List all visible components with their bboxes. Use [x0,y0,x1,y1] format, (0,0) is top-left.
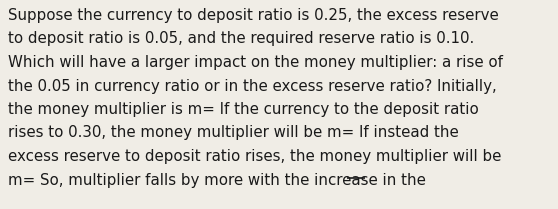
Text: Which will have a larger impact on the money multiplier: a rise of: Which will have a larger impact on the m… [8,55,503,70]
Text: m= So, multiplier falls by more with the increase in the: m= So, multiplier falls by more with the… [8,172,431,187]
Text: the money multiplier is m= If the currency to the deposit ratio: the money multiplier is m= If the curren… [8,102,479,117]
Text: to deposit ratio is 0.05, and the required reserve ratio is 0.10.: to deposit ratio is 0.05, and the requir… [8,32,474,46]
Text: excess reserve to deposit ratio rises, the money multiplier will be: excess reserve to deposit ratio rises, t… [8,149,502,164]
Text: the 0.05 in currency ratio or in the excess reserve ratio? Initially,: the 0.05 in currency ratio or in the exc… [8,79,497,93]
Text: rises to 0.30, the money multiplier will be m= If instead the: rises to 0.30, the money multiplier will… [8,125,459,140]
Text: Suppose the currency to deposit ratio is 0.25, the excess reserve: Suppose the currency to deposit ratio is… [8,8,499,23]
